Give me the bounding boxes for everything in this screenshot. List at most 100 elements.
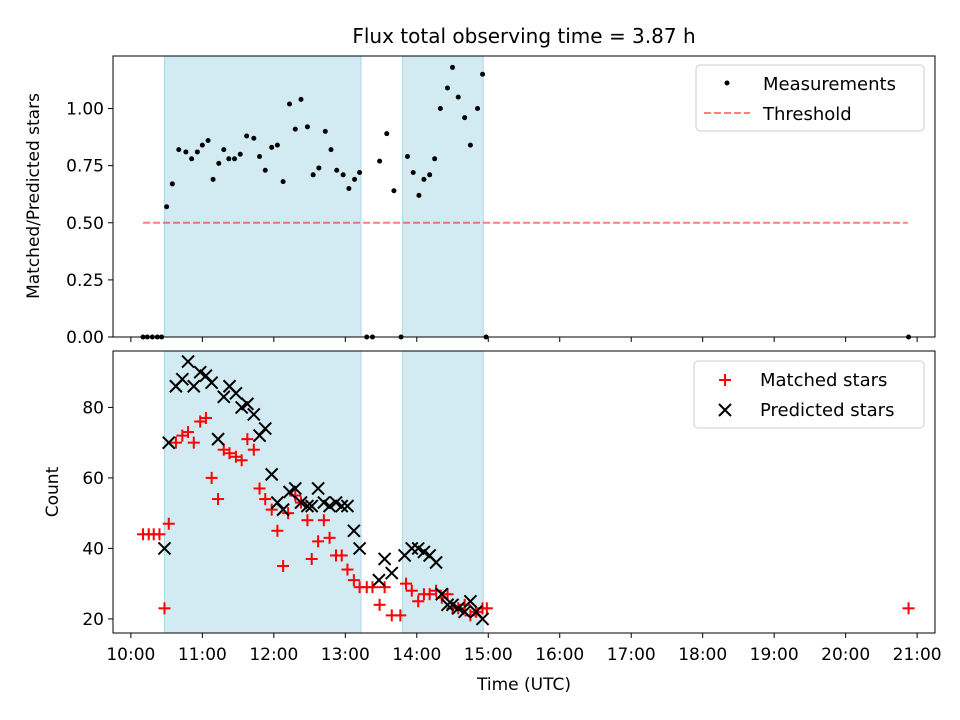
matched-star-point xyxy=(289,489,302,502)
matched-star-point xyxy=(902,602,915,615)
matched-star-point xyxy=(253,482,266,495)
top-x-tick-marks xyxy=(130,337,918,342)
matched-star-point xyxy=(205,471,218,484)
matched-star-point xyxy=(335,549,348,562)
x-tick-label: 14:00 xyxy=(392,645,441,665)
legend-matched-label: Matched stars xyxy=(760,370,887,391)
x-tick-label: 15:00 xyxy=(464,645,513,665)
measurement-point xyxy=(404,154,410,160)
matched-star-point xyxy=(162,517,175,530)
predicted-star-point xyxy=(322,499,337,513)
bottom-x-ticks: 10:00 11:00 12:00 13:00 14:00 15:00 16:00 17:00… xyxy=(106,633,942,665)
measurement-point xyxy=(205,138,211,144)
bottom-y-tick-label: 40 xyxy=(82,539,104,559)
legend-predicted-label: Predicted stars xyxy=(760,400,894,421)
top-y-tick-label: 0.75 xyxy=(66,157,104,177)
legend-matched-marker xyxy=(719,374,731,386)
matched-star-point xyxy=(265,503,278,516)
measurement-point xyxy=(322,128,328,134)
measurement-point xyxy=(340,172,346,178)
predicted-star-point xyxy=(352,541,367,556)
predicted-star-point xyxy=(175,372,190,386)
x-tick-label: 10:00 xyxy=(106,645,155,665)
bottom-y-axis-label: Count xyxy=(43,466,63,517)
matched-star-point xyxy=(158,602,171,615)
measurement-point xyxy=(176,147,182,153)
bottom-plot-frame xyxy=(112,350,936,634)
measurement-point xyxy=(304,124,310,130)
predicted-star-point xyxy=(276,502,290,517)
measurement-point xyxy=(194,149,200,155)
matched-star-point xyxy=(187,436,200,449)
matched-star-point xyxy=(312,535,325,548)
measurement-point xyxy=(216,160,222,166)
matched-star-point xyxy=(259,493,272,506)
measurement-point xyxy=(232,156,238,162)
x-axis-label: Time (UTC) xyxy=(476,675,571,695)
predicted-star-point xyxy=(211,432,225,446)
predicted-star-point xyxy=(247,407,261,422)
top-legend-box xyxy=(695,64,925,132)
measurement-point xyxy=(334,167,340,173)
matched-star-point xyxy=(223,447,236,460)
x-tick-label: 18:00 xyxy=(678,645,727,665)
measurement-point xyxy=(328,147,334,153)
predicted-star-point xyxy=(405,541,419,556)
measurement-point xyxy=(210,176,216,182)
legend-measurements-marker xyxy=(724,80,730,86)
matched-star-point xyxy=(394,609,407,622)
predicted-star-point xyxy=(187,379,201,393)
matched-star-point xyxy=(400,577,413,590)
matched-star-point xyxy=(423,588,436,601)
matched-star-point xyxy=(301,514,314,527)
matched-star-point xyxy=(480,602,493,615)
bottom-y-tick-label: 80 xyxy=(82,398,104,418)
top-shaded-intervals xyxy=(163,55,484,338)
matched-star-point xyxy=(247,443,260,456)
measurement-point xyxy=(287,101,293,107)
bottom-shaded-interval-1 xyxy=(163,350,362,634)
x-tick-label: 17:00 xyxy=(607,645,656,665)
measurement-point xyxy=(244,133,250,139)
measurement-point xyxy=(237,151,243,157)
measurement-point xyxy=(226,156,232,162)
measurement-point xyxy=(352,176,358,182)
matched-star-point xyxy=(317,514,330,527)
chart-title: Flux total observing time = 3.87 h xyxy=(352,24,695,48)
predicted-star-point xyxy=(305,499,319,513)
x-tick-label: 11:00 xyxy=(178,645,227,665)
matched-star-point xyxy=(169,436,182,449)
legend-threshold-label: Threshold xyxy=(762,104,852,125)
x-tick-label: 13:00 xyxy=(321,645,370,665)
measurement-point xyxy=(421,176,427,182)
measurement-point xyxy=(269,144,275,150)
measurement-point xyxy=(280,179,286,185)
measurement-point xyxy=(310,172,316,178)
matched-star-point xyxy=(378,581,391,594)
predicted-star-point xyxy=(451,601,465,616)
top-plot-frame xyxy=(112,55,936,338)
matched-star-point xyxy=(341,563,354,576)
measurement-point xyxy=(357,170,363,176)
matched-star-point xyxy=(366,581,379,594)
matched-star-point xyxy=(153,528,166,541)
predicted-star-point xyxy=(429,555,443,570)
matched-star-point xyxy=(323,531,336,544)
measurement-point xyxy=(169,181,175,187)
measurement-point xyxy=(164,204,170,210)
matched-star-point xyxy=(305,552,318,565)
matched-star-point xyxy=(405,584,418,597)
matched-star-point xyxy=(182,426,195,439)
predicted-star-point xyxy=(340,499,355,513)
top-y-tick-label: 1.00 xyxy=(66,100,104,120)
measurement-point xyxy=(189,156,195,162)
predicted-star-point xyxy=(204,376,219,390)
predicted-star-point xyxy=(240,397,255,411)
predicted-star-point xyxy=(181,354,195,369)
measurement-point xyxy=(298,96,304,102)
top-y-tick-label: 0.25 xyxy=(66,271,104,291)
legend-measurements-label: Measurements xyxy=(763,74,896,95)
x-tick-label: 21:00 xyxy=(893,645,942,665)
matched-star-point xyxy=(441,588,454,601)
